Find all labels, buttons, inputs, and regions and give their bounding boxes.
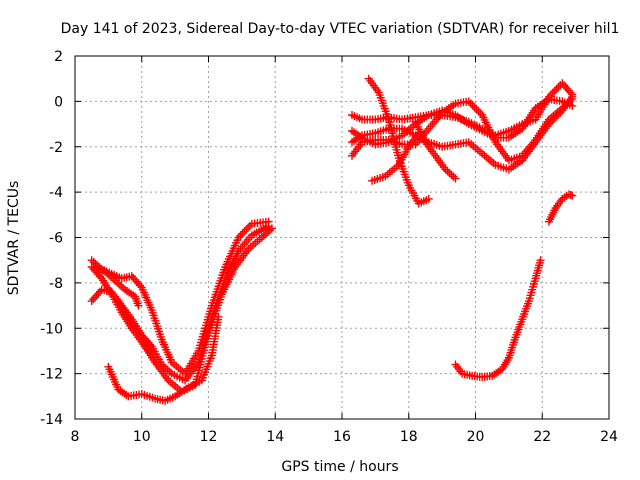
data-point (443, 167, 452, 176)
data-point (568, 101, 577, 110)
data-point (445, 169, 454, 178)
data-point (238, 229, 247, 238)
data-point (261, 229, 270, 238)
data-point (476, 109, 485, 118)
data-point (466, 99, 475, 108)
data-point (267, 224, 276, 233)
data-point (147, 346, 156, 355)
x-tick-label: 24 (600, 429, 618, 445)
data-point (134, 301, 143, 310)
series-track-n (451, 256, 545, 382)
data-point (96, 287, 105, 296)
y-tick-label: 0 (54, 94, 63, 110)
data-point (548, 88, 557, 97)
x-tick-label: 8 (71, 429, 80, 445)
series-track-d (91, 262, 143, 310)
series-track-i (348, 92, 577, 174)
x-tick-label: 22 (533, 429, 551, 445)
data-point (536, 256, 545, 265)
y-tick-label: -8 (49, 276, 63, 292)
data-point (242, 225, 251, 234)
data-point (550, 87, 559, 96)
data-point (89, 258, 98, 267)
data-point (472, 105, 481, 114)
x-tick-label: 10 (133, 429, 151, 445)
data-point (468, 101, 477, 110)
x-tick-label: 18 (400, 429, 418, 445)
data-point (244, 223, 253, 232)
y-axis-label: SDTVAR / TECUs (6, 181, 22, 296)
y-tick-label: -2 (49, 140, 63, 156)
data-point (568, 95, 577, 104)
y-tick-label: 2 (54, 49, 63, 65)
data-point (424, 194, 433, 203)
y-tick-label: -4 (49, 185, 63, 201)
data-point (236, 231, 245, 240)
y-tick-label: -12 (40, 367, 63, 383)
x-tick-label: 20 (467, 429, 485, 445)
data-points (87, 74, 577, 405)
data-point (554, 83, 563, 92)
series-track-e (104, 312, 223, 405)
y-tick-label: -10 (40, 321, 63, 337)
data-point (96, 272, 105, 281)
chart-title: Day 141 of 2023, Sidereal Day-to-day VTE… (61, 21, 620, 37)
series-track-l (368, 129, 423, 185)
series-track-k (364, 74, 433, 208)
data-point (449, 172, 458, 181)
x-tick-label: 12 (200, 429, 218, 445)
data-point (87, 256, 96, 265)
data-point (546, 90, 555, 99)
data-point (214, 312, 223, 321)
data-point (474, 107, 483, 116)
data-point (447, 170, 456, 179)
series-track-m (411, 117, 460, 183)
data-point (464, 97, 473, 106)
data-point (234, 233, 243, 242)
x-tick-label: 16 (333, 429, 351, 445)
data-point (451, 174, 460, 183)
x-tick-label: 14 (266, 429, 284, 445)
y-tick-label: -6 (49, 231, 63, 247)
data-point (470, 103, 479, 112)
data-point (568, 191, 577, 200)
y-tick-label: -14 (40, 412, 63, 428)
data-point (117, 282, 126, 291)
data-point (136, 281, 145, 290)
series-track-o (544, 190, 577, 226)
data-point (240, 227, 249, 236)
data-point (552, 85, 561, 94)
x-axis-label: GPS time / hours (281, 459, 398, 475)
data-point (245, 221, 254, 230)
series-track-f (114, 297, 156, 355)
